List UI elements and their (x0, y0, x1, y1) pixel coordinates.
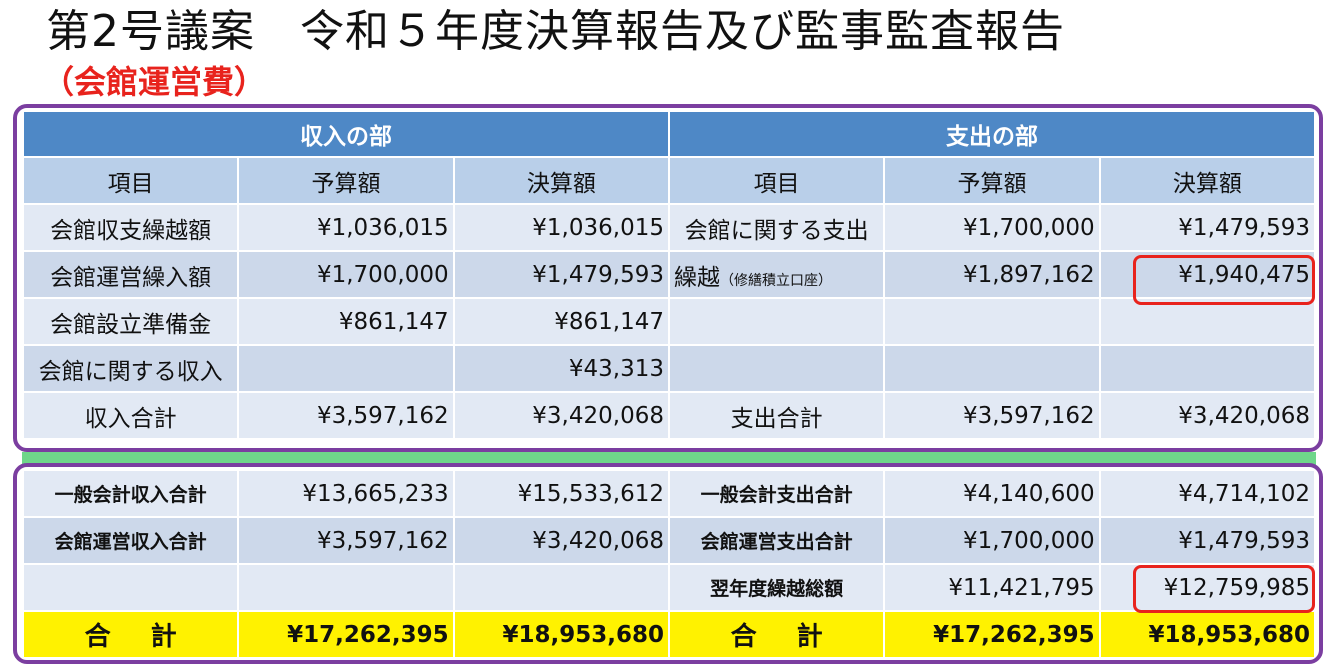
column-header: 決算額 (1100, 158, 1314, 203)
expense-item: 支出合計 (669, 393, 884, 438)
column-header: 予算額 (885, 158, 1099, 203)
column-header: 予算額 (239, 158, 453, 203)
expense-budget (885, 346, 1099, 391)
expense-budget: ¥1,700,000 (885, 205, 1099, 250)
next-year-carryover-highlight (1133, 565, 1315, 613)
income-actual: ¥15,533,612 (454, 471, 668, 516)
income-actual: ¥43,313 (454, 346, 668, 391)
table-row-total: 収入合計 ¥3,597,162 ¥3,420,068 支出合計 ¥3,597,1… (24, 393, 1314, 438)
table-row: 一般会計収入合計 ¥13,665,233 ¥15,533,612 一般会計支出合… (24, 471, 1314, 516)
expense-item-note: （修繕積立口座） (719, 272, 832, 289)
income-budget: ¥861,147 (239, 299, 453, 344)
section-divider (22, 452, 1316, 466)
income-budget (239, 565, 453, 610)
table-row: 会館収支繰越額 ¥1,036,015 ¥1,036,015 会館に関する支出 ¥… (24, 205, 1314, 250)
column-header-row: 項目 予算額 決算額 項目 予算額 決算額 (24, 158, 1314, 203)
income-item: 会館設立準備金 (24, 299, 238, 344)
income-section-header: 収入の部 (24, 112, 668, 156)
table-row: 会館に関する収入 ¥43,313 (24, 346, 1314, 391)
expense-total-budget: ¥17,262,395 (885, 612, 1099, 657)
expense-actual (1100, 346, 1314, 391)
expense-budget: ¥4,140,600 (885, 471, 1099, 516)
income-item: 会館に関する収入 (24, 346, 238, 391)
income-total-budget: ¥17,262,395 (239, 612, 453, 657)
expense-total-label: 合計 (669, 612, 884, 657)
expense-item: 一般会計支出合計 (669, 471, 884, 516)
expense-item-cell: 繰越（修繕積立口座） (669, 252, 884, 297)
table-row: 会館運営収入合計 ¥3,597,162 ¥3,420,068 会館運営支出合計 … (24, 518, 1314, 563)
table-row: 会館運営繰入額 ¥1,700,000 ¥1,479,593 繰越（修繕積立口座）… (24, 252, 1314, 297)
income-actual: ¥3,420,068 (454, 393, 668, 438)
income-item: 収入合計 (24, 393, 238, 438)
expense-section-header: 支出の部 (669, 112, 1314, 156)
income-budget: ¥1,700,000 (239, 252, 453, 297)
carryover-highlight (1133, 255, 1315, 305)
income-item: 一般会計収入合計 (24, 471, 238, 516)
income-actual: ¥861,147 (454, 299, 668, 344)
grand-total-row: 合計 ¥17,262,395 ¥18,953,680 合計 ¥17,262,39… (24, 612, 1314, 657)
table-row: 翌年度繰越総額 ¥11,421,795 ¥12,759,985 (24, 565, 1314, 610)
income-actual: ¥3,420,068 (454, 518, 668, 563)
slide-title: 第2号議案 令和５年度決算報告及び監事監査報告 (46, 6, 1065, 57)
expense-item (669, 346, 884, 391)
expense-actual: ¥1,479,593 (1100, 205, 1314, 250)
expense-budget: ¥11,421,795 (885, 565, 1099, 610)
income-budget (239, 346, 453, 391)
summary-table: 一般会計収入合計 ¥13,665,233 ¥15,533,612 一般会計支出合… (22, 469, 1316, 659)
expense-actual: ¥1,479,593 (1100, 518, 1314, 563)
expense-budget: ¥1,700,000 (885, 518, 1099, 563)
income-budget: ¥3,597,162 (239, 518, 453, 563)
expense-total-actual: ¥18,953,680 (1100, 612, 1314, 657)
summary-frame (13, 463, 1323, 664)
income-expense-frame (13, 104, 1323, 452)
income-total-actual: ¥18,953,680 (454, 612, 668, 657)
column-header: 決算額 (454, 158, 668, 203)
expense-actual: ¥3,420,068 (1100, 393, 1314, 438)
table-row: 会館設立準備金 ¥861,147 ¥861,147 (24, 299, 1314, 344)
expense-item: 繰越 (673, 264, 720, 291)
expense-budget (885, 299, 1099, 344)
expense-item (669, 299, 884, 344)
income-item: 会館収支繰越額 (24, 205, 238, 250)
income-budget: ¥13,665,233 (239, 471, 453, 516)
income-actual (454, 565, 668, 610)
income-budget: ¥3,597,162 (239, 393, 453, 438)
income-total-label: 合計 (24, 612, 238, 657)
expense-actual: ¥4,714,102 (1100, 471, 1314, 516)
income-item: 会館運営収入合計 (24, 518, 238, 563)
column-header: 項目 (669, 158, 884, 203)
expense-budget: ¥1,897,162 (885, 252, 1099, 297)
income-budget: ¥1,036,015 (239, 205, 453, 250)
expense-item: 会館に関する支出 (669, 205, 884, 250)
expense-actual (1100, 299, 1314, 344)
income-expense-table: 収入の部 支出の部 項目 予算額 決算額 項目 予算額 決算額 会館収支繰越額 … (22, 110, 1316, 440)
income-actual: ¥1,479,593 (454, 252, 668, 297)
expense-item: 会館運営支出合計 (669, 518, 884, 563)
income-item (24, 565, 238, 610)
income-item: 会館運営繰入額 (24, 252, 238, 297)
income-actual: ¥1,036,015 (454, 205, 668, 250)
column-header: 項目 (24, 158, 238, 203)
expense-item: 翌年度繰越総額 (669, 565, 884, 610)
expense-budget: ¥3,597,162 (885, 393, 1099, 438)
slide-subtitle: （会館運営費） (42, 63, 267, 101)
